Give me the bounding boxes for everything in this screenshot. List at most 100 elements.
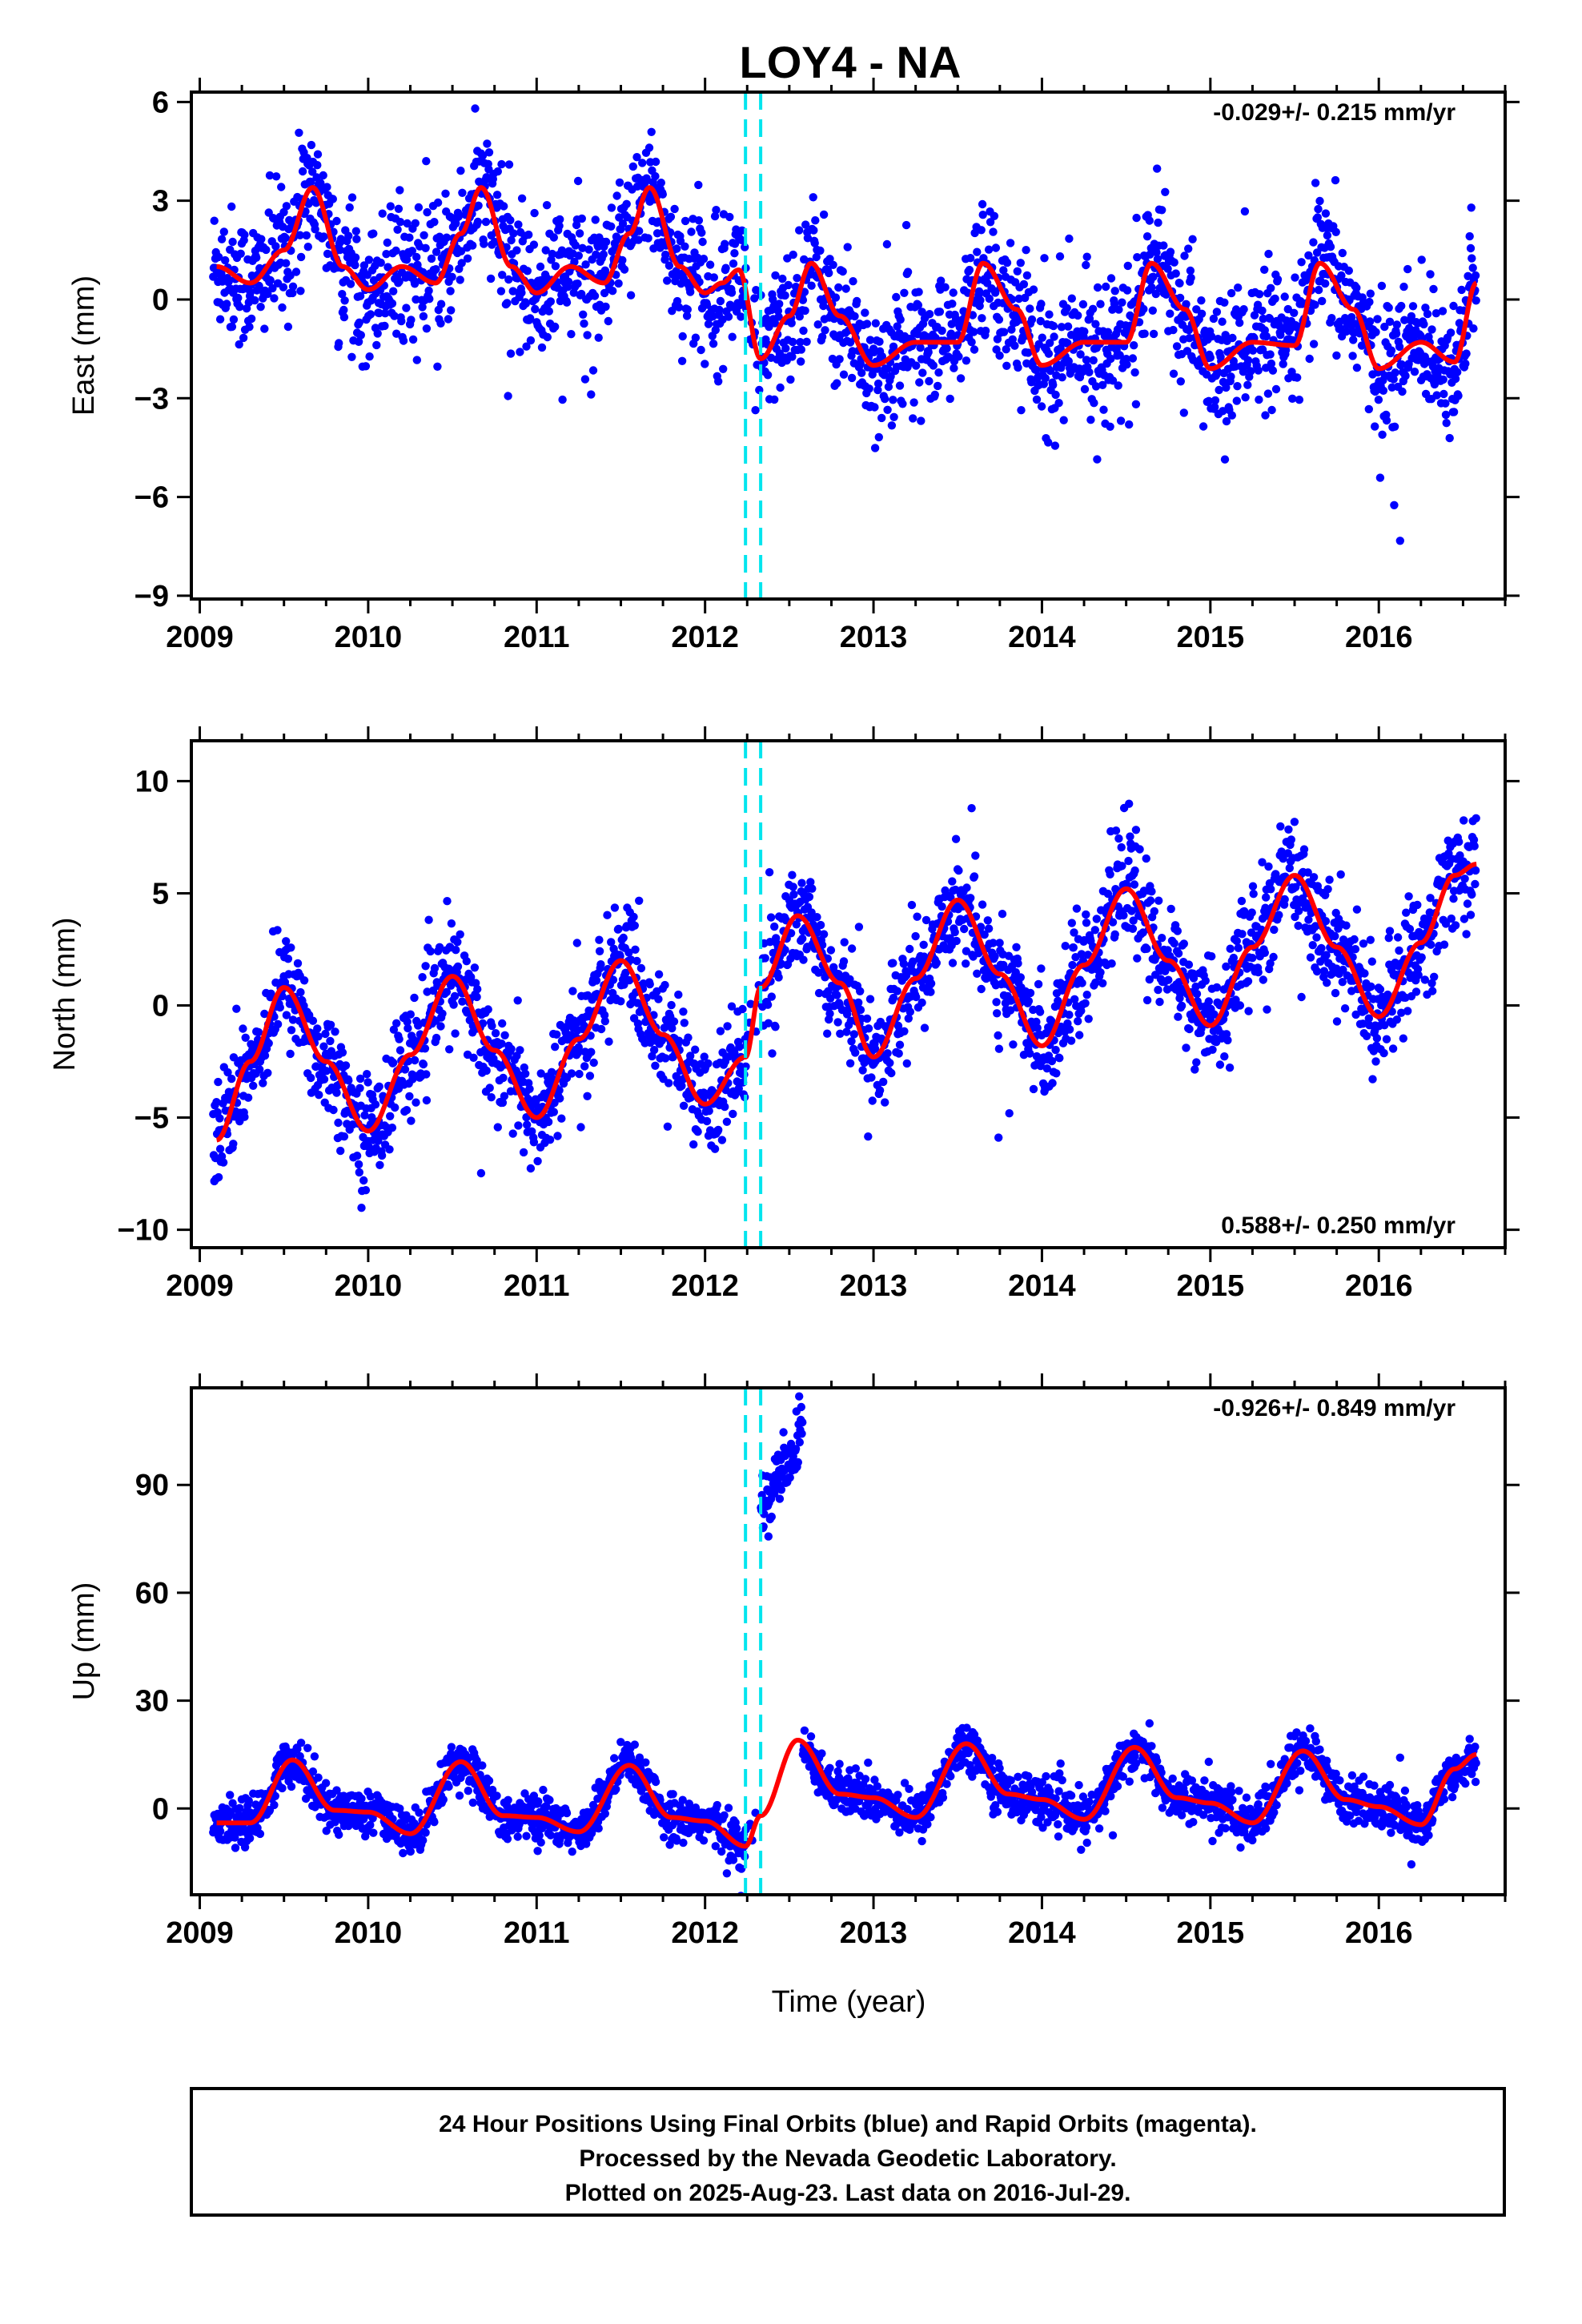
data-point	[241, 1033, 250, 1043]
data-point	[372, 340, 381, 350]
data-point	[861, 308, 869, 317]
data-point	[457, 259, 466, 267]
data-point	[335, 339, 343, 348]
data-point	[1403, 264, 1412, 274]
data-point	[1171, 269, 1180, 278]
data-point	[1034, 979, 1043, 989]
data-point	[679, 1101, 689, 1111]
data-point	[1371, 422, 1379, 431]
data-point	[833, 379, 841, 388]
data-point	[508, 1129, 517, 1138]
data-point	[1364, 404, 1374, 414]
data-point	[638, 159, 647, 167]
data-point	[1010, 341, 1019, 350]
data-point	[1212, 983, 1222, 992]
data-point	[608, 287, 617, 296]
data-point	[737, 312, 745, 321]
data-point	[499, 1073, 508, 1083]
data-point	[725, 212, 734, 222]
data-point	[311, 225, 319, 234]
data-point	[962, 959, 970, 968]
data-point	[389, 287, 398, 296]
data-point	[833, 1018, 842, 1027]
data-point	[359, 1176, 368, 1185]
data-point	[893, 987, 901, 995]
data-point	[885, 1059, 894, 1068]
data-point	[661, 250, 670, 259]
data-point	[977, 226, 986, 235]
data-point	[674, 1036, 684, 1045]
data-point	[1126, 832, 1134, 841]
data-point	[1154, 896, 1163, 905]
data-point	[1145, 216, 1154, 225]
data-point	[636, 963, 646, 973]
data-point	[797, 345, 805, 354]
data-point	[1427, 325, 1436, 334]
data-point	[1074, 311, 1082, 320]
data-point	[1326, 243, 1335, 251]
data-point	[1158, 206, 1166, 215]
data-point	[1385, 317, 1395, 326]
data-point	[338, 1048, 347, 1057]
data-point	[491, 1029, 500, 1038]
data-point	[1204, 396, 1214, 405]
data-point	[1017, 406, 1026, 415]
data-point	[1026, 304, 1034, 313]
data-point	[400, 1065, 410, 1074]
data-point	[1262, 332, 1271, 341]
data-point	[721, 263, 730, 272]
data-point	[323, 183, 331, 191]
data-point	[263, 1068, 272, 1078]
data-point	[767, 992, 776, 1001]
data-point	[433, 362, 442, 371]
data-point	[1093, 455, 1102, 464]
data-point	[1149, 272, 1158, 281]
data-point	[278, 303, 287, 312]
data-point	[1005, 1109, 1014, 1118]
data-point	[1240, 207, 1250, 216]
data-point	[481, 217, 491, 227]
data-point	[1318, 296, 1327, 306]
data-point	[1223, 1035, 1232, 1045]
data-point	[1090, 399, 1098, 408]
data-point	[976, 296, 985, 305]
data-point	[595, 935, 604, 944]
data-point	[1122, 286, 1132, 295]
data-point	[509, 229, 518, 238]
data-point	[1271, 294, 1279, 304]
data-point	[581, 260, 590, 269]
data-point	[352, 235, 361, 243]
data-point	[884, 382, 893, 392]
data-point	[991, 243, 1001, 252]
data-point	[1153, 164, 1162, 173]
data-point	[1174, 1012, 1182, 1021]
data-point	[355, 1084, 364, 1093]
data-point	[654, 970, 664, 979]
data-point	[710, 1144, 720, 1153]
data-point	[729, 259, 738, 268]
data-point	[1247, 908, 1256, 917]
data-point	[948, 300, 957, 308]
data-point	[1388, 1044, 1398, 1053]
data-point	[981, 326, 990, 336]
data-point	[340, 296, 349, 305]
data-point	[579, 310, 588, 319]
data-point	[680, 1019, 689, 1027]
data-point	[771, 1023, 780, 1031]
data-point	[894, 1049, 903, 1058]
data-point	[912, 361, 921, 370]
data-point	[578, 243, 587, 252]
data-point	[1074, 1017, 1082, 1026]
data-point	[507, 235, 516, 245]
data-point	[1173, 927, 1182, 935]
data-point	[1051, 1045, 1060, 1055]
data-point	[1006, 239, 1015, 247]
data-point	[271, 242, 280, 251]
data-point	[811, 216, 820, 225]
data-point	[658, 190, 667, 199]
data-point	[1366, 935, 1375, 944]
data-point	[424, 286, 433, 296]
data-point	[227, 322, 237, 332]
data-point	[900, 288, 909, 297]
data-point	[1027, 378, 1036, 387]
